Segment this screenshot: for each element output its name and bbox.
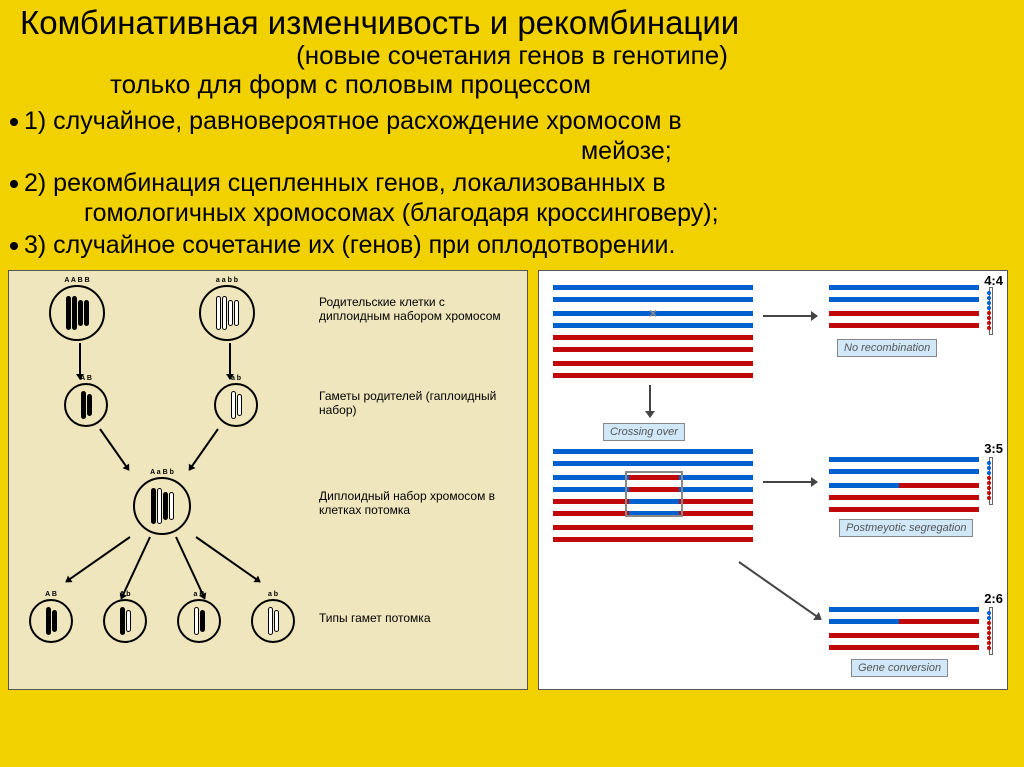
subtitle-2: только для форм с половым процессом	[20, 69, 1004, 100]
ratio-label: 2:6	[984, 591, 1003, 606]
arrow-icon	[99, 428, 129, 470]
bullet-icon	[10, 118, 18, 126]
row-label: Типы гамет потомка	[319, 611, 519, 625]
row-label: Гаметы родителей (гаплоидный набор)	[319, 389, 519, 418]
row-label: Диплоидный набор хромосом в клетках пото…	[319, 489, 519, 518]
chromatid-line	[829, 645, 979, 650]
chromatid-line	[829, 297, 979, 302]
arrow-icon	[195, 536, 260, 582]
chromatid-line	[553, 285, 753, 290]
chromatid-line	[553, 297, 753, 302]
chromosome-cell: A B	[64, 383, 108, 427]
bullet-icon	[10, 242, 18, 250]
row-label: Родительские клетки с диплоидным набором…	[319, 295, 519, 324]
subtitle-1: (новые сочетания генов в генотипе)	[20, 40, 1004, 71]
recombination-diagram: ×4:43:52:6No recombinationCrossing overP…	[538, 270, 1008, 690]
chromatid-line	[553, 323, 753, 328]
chromosome-cell: A A B B	[49, 285, 105, 341]
bullet-list: 1) случайное, равновероятное расхождение…	[0, 102, 1024, 266]
list-item-1: 1) случайное, равновероятное расхождение…	[10, 106, 1014, 166]
arrow-icon	[738, 561, 821, 620]
diagram-tag: Crossing over	[603, 423, 685, 441]
list-item-3: 3) случайное сочетание их (генов) при оп…	[10, 230, 1014, 260]
chromatid-line	[829, 311, 979, 316]
chromatid-line	[553, 449, 753, 454]
item-2-indent: гомологичных хромосомах (благодаря кросс…	[24, 198, 719, 228]
arrow-icon	[763, 315, 817, 317]
item-1-right: мейозе;	[24, 136, 682, 166]
chromatid-line	[553, 347, 753, 352]
chromatid-line	[553, 525, 753, 530]
arrow-icon	[175, 537, 206, 599]
chromatid-line	[553, 461, 753, 466]
arrow-icon	[229, 343, 231, 379]
crossover-region	[625, 471, 683, 517]
arrow-icon	[120, 537, 151, 599]
ratio-label: 3:5	[984, 441, 1003, 456]
chromatid-line	[829, 607, 979, 612]
chromatid-line	[829, 469, 979, 474]
chromosome-cell: A B	[29, 599, 73, 643]
list-item-2: 2) рекомбинация сцепленных генов, локали…	[10, 168, 1014, 228]
diagram-tag: Postmeyotic segregation	[839, 519, 973, 537]
chromatid-line	[829, 507, 979, 512]
arrow-icon	[66, 536, 131, 582]
chromosome-diagram: A A B B a a b b A B a b A a B b A B A b a B a b Р…	[8, 270, 528, 690]
main-title: Комбинативная изменчивость и рекомбинаци…	[20, 4, 1004, 42]
item-1-text: 1) случайное, равновероятное расхождение…	[24, 107, 682, 135]
chromatid-line	[899, 619, 979, 624]
arrow-icon	[649, 385, 651, 417]
chromatid-line	[553, 537, 753, 542]
chromatid-line	[829, 483, 899, 488]
chromatid-line	[829, 633, 979, 638]
chromosome-cell: a B	[177, 599, 221, 643]
diagram-tag: No recombination	[837, 339, 937, 357]
chromosome-cell: a a b b	[199, 285, 255, 341]
chromatid-line	[553, 335, 753, 340]
diagram-tag: Gene conversion	[851, 659, 948, 677]
item-3-text: 3) случайное сочетание их (генов) при оп…	[24, 231, 675, 259]
arrow-icon	[763, 481, 817, 483]
chromatid-line	[829, 323, 979, 328]
chromatid-line	[829, 619, 899, 624]
chromosome-cell: a b	[251, 599, 295, 643]
chromatid-line	[829, 457, 979, 462]
arrow-icon	[189, 428, 219, 470]
chromosome-cell: A b	[103, 599, 147, 643]
chromatid-line	[553, 361, 753, 366]
chromatid-line	[829, 495, 979, 500]
arrow-icon	[79, 343, 81, 379]
chromosome-cell: a b	[214, 383, 258, 427]
chromatid-line	[553, 373, 753, 378]
ratio-label: 4:4	[984, 273, 1003, 288]
item-2-text: 2) рекомбинация сцепленных генов, локали…	[24, 169, 666, 197]
chromatid-line	[899, 483, 979, 488]
chromatid-line	[829, 285, 979, 290]
bullet-icon	[10, 180, 18, 188]
chromosome-cell: A a B b	[133, 477, 191, 535]
